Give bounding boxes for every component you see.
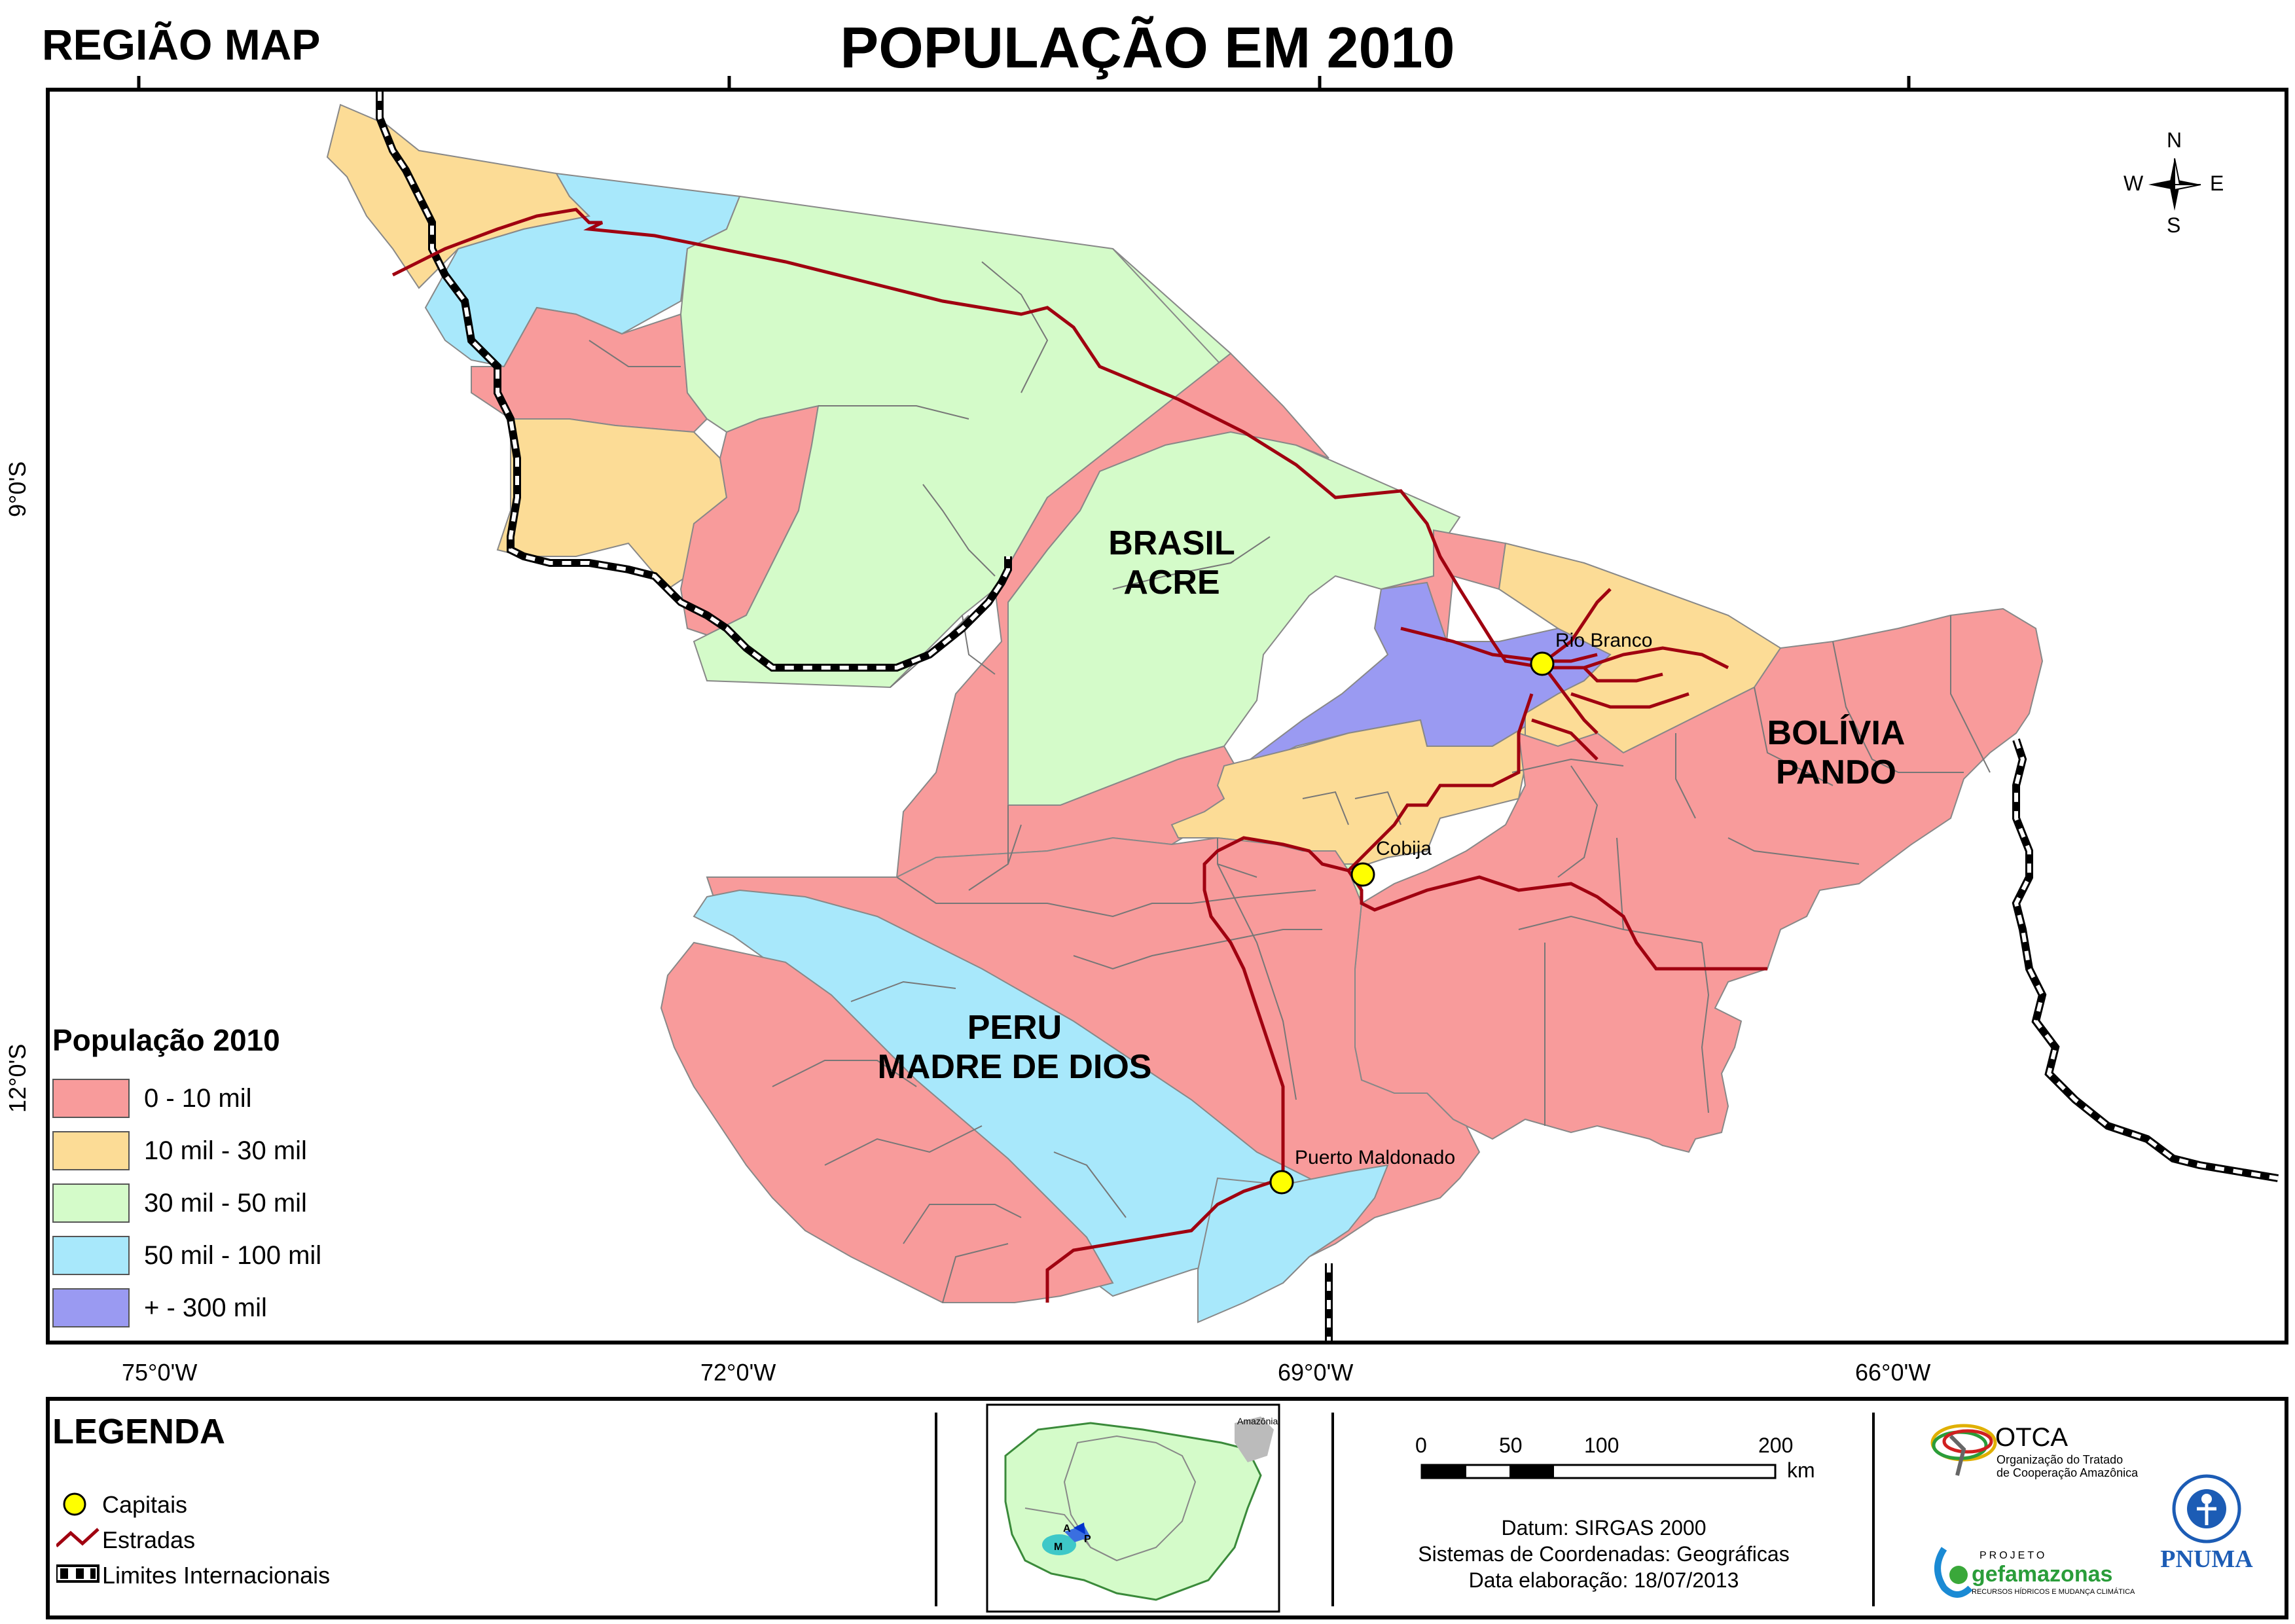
compass-n: N (2167, 128, 2182, 152)
region-polygon (1170, 719, 1526, 872)
legend-item-estradas: Estradas (102, 1526, 196, 1553)
coord-system-text: Sistemas de Coordenadas: Geográficas (1418, 1542, 1790, 1566)
region-polygon (660, 941, 1114, 1303)
legend-class-label: 50 mil - 100 mil (144, 1241, 322, 1270)
divider (1872, 1413, 1875, 1606)
gef-logo-icon (1934, 1547, 1973, 1598)
otca-logo (1930, 1424, 1997, 1476)
map-title: POPULAÇÃO EM 2010 (840, 15, 1455, 80)
region-polygon (471, 306, 708, 433)
capital-cobija (1350, 862, 1375, 887)
lat-tick-9s: 9°0'S (4, 461, 31, 517)
legend-class-label: 10 mil - 30 mil (144, 1136, 307, 1165)
capital-rio-branco (1530, 651, 1555, 676)
region-polygon (1197, 1164, 1389, 1324)
compass-w: W (2123, 171, 2144, 195)
capital-puerto-maldonado (1269, 1170, 1294, 1195)
legend-swatch (52, 1288, 130, 1327)
datum-text: Datum: SIRGAS 2000 (1501, 1516, 1707, 1540)
legend-swatch (52, 1183, 130, 1223)
legend-class-label: 0 - 10 mil (144, 1084, 252, 1113)
date-text: Data elaboração: 18/07/2013 (1468, 1568, 1739, 1592)
scale-tick-200: 200 (1758, 1434, 1794, 1457)
legend-swatch (52, 1131, 130, 1170)
legend-item-capitais: Capitais (102, 1491, 188, 1518)
divider (1331, 1413, 1334, 1606)
svg-text:P: P (1084, 1534, 1091, 1545)
capital-icon (63, 1492, 86, 1516)
map-canvas[interactable] (50, 92, 2285, 1341)
legend-title: LEGENDA (52, 1412, 226, 1451)
otca-name: OTCA (1995, 1423, 2069, 1452)
legend-item-limites: Limites Internacionais (102, 1562, 331, 1589)
gef-sub: RECURSOS HÍDRICOS E MUDANÇA CLIMÁTICA (1972, 1588, 2135, 1596)
city-label-puerto-maldonado: Puerto Maldonado (1295, 1147, 1456, 1168)
lat-tick-12s: 12°0'S (4, 1043, 31, 1113)
top-ticks (137, 76, 1911, 88)
scale-unit: km (1787, 1458, 1815, 1482)
compass-icon (2148, 158, 2201, 211)
region-label-bolivia: BOLÍVIA PANDO (1767, 714, 1906, 791)
divider (935, 1413, 937, 1606)
svg-text:A: A (1063, 1523, 1071, 1534)
city-label-cobija: Cobija (1376, 838, 1432, 859)
region-label-peru: PERU MADRE DE DIOS (877, 1009, 1152, 1086)
lon-tick-72w: 72°0'W (700, 1359, 776, 1386)
gef-name: gefamazonas (1972, 1562, 2113, 1587)
scale-tick-100: 100 (1584, 1434, 1619, 1457)
gef-small: PROJETO (1979, 1550, 2048, 1561)
compass-e: E (2210, 171, 2224, 195)
lon-tick-66w: 66°0'W (1855, 1359, 1931, 1386)
bottom-legend-panel (46, 1397, 2288, 1619)
roads (391, 208, 1767, 1303)
scale-bar (1420, 1464, 1777, 1479)
legend-icons (56, 1492, 99, 1583)
region-label-brasil: BRASIL ACRE (1108, 524, 1235, 602)
svg-text:Amazônia: Amazônia (1237, 1416, 1278, 1426)
pnuma-logo (2172, 1474, 2241, 1543)
compass-s: S (2167, 213, 2181, 237)
region-label: REGIÃO MAP (42, 20, 321, 69)
lon-tick-75w: 75°0'W (122, 1359, 198, 1386)
legend-class-label: + - 300 mil (144, 1293, 267, 1322)
road-icon (56, 1528, 99, 1547)
otca-sub2: de Cooperação Amazônica (1997, 1466, 2139, 1479)
otca-sub1: Organização do Tratado (1997, 1453, 2123, 1466)
lon-tick-69w: 69°0'W (1278, 1359, 1354, 1386)
city-label-rio-branco: Rio Branco (1555, 630, 1653, 651)
region-polygon (895, 352, 1329, 878)
legend-class-label: 30 mil - 50 mil (144, 1189, 307, 1218)
legend-swatch (52, 1079, 130, 1118)
capitals (1269, 651, 1555, 1195)
svg-text:M: M (1054, 1542, 1062, 1553)
scale-tick-50: 50 (1499, 1434, 1523, 1457)
legend-swatch (52, 1236, 130, 1275)
pnuma-name: PNUMA (2160, 1545, 2253, 1573)
map-frame (46, 88, 2288, 1344)
international-boundary (376, 92, 2279, 1341)
population-legend-title: População 2010 (52, 1023, 280, 1057)
inset-map: Amazônia A P M (986, 1403, 1280, 1613)
scale-tick-0: 0 (1415, 1434, 1427, 1457)
